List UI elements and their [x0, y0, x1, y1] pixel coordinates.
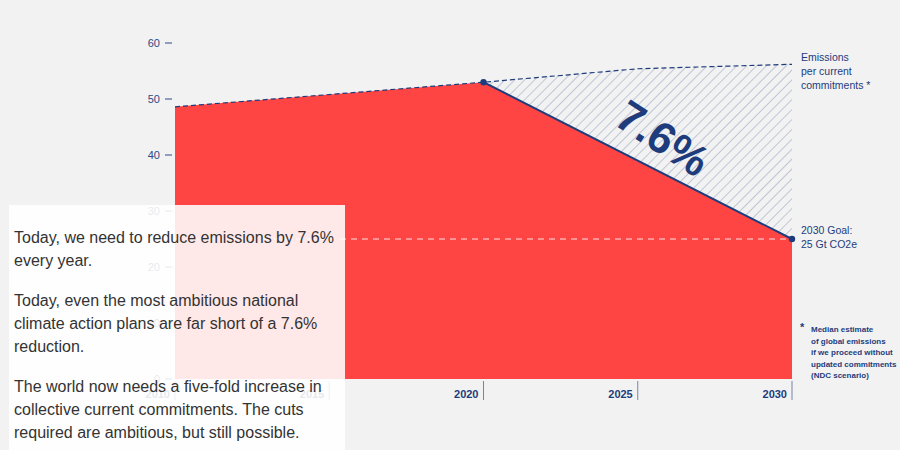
panel-paragraph: Today, we need to reduce emissions by 7.…: [14, 226, 339, 272]
panel-paragraph: The world now needs a five-fold increase…: [14, 375, 339, 444]
x-tick-label: 2025: [608, 388, 632, 400]
x-tick: [637, 381, 638, 400]
line: [484, 82, 793, 239]
footnote: Median estimate: [811, 325, 874, 334]
ndc-label: per current: [801, 65, 852, 77]
ndc-label: Emissions: [801, 51, 849, 63]
footnote: if we proceed without: [811, 348, 893, 357]
y-tick: [165, 155, 172, 156]
x-tick: [483, 381, 484, 400]
stage: 0102030405060201020152020202520307.6%Emi…: [0, 0, 900, 450]
marker: [789, 236, 795, 242]
text-panel: Today, we need to reduce emissions by 7.…: [9, 205, 345, 450]
hatch-area: [484, 64, 793, 239]
marker: [480, 79, 486, 85]
y-tick-label: 60: [148, 37, 160, 49]
footnote: of global emissions: [811, 337, 886, 346]
footnote: (NDC scenario): [811, 371, 869, 380]
footnote-mark: *: [800, 321, 805, 333]
x-tick-label: 2030: [763, 388, 787, 400]
x-tick: [792, 381, 793, 400]
x-tick-label: 2020: [454, 388, 478, 400]
y-tick: [165, 43, 172, 44]
line: [175, 64, 792, 107]
ndc-label: commitments *: [801, 79, 870, 91]
panel-paragraph: Today, even the most ambitious national …: [14, 289, 339, 358]
y-tick-label: 40: [148, 149, 160, 161]
y-tick: [165, 99, 172, 100]
hatch-label: 7.6%: [608, 90, 719, 186]
footnote: updated commitments: [811, 360, 897, 369]
y-tick-label: 50: [148, 93, 160, 105]
goal-label: 25 Gt CO2e: [801, 238, 857, 250]
goal-label: 2030 Goal:: [801, 224, 852, 236]
